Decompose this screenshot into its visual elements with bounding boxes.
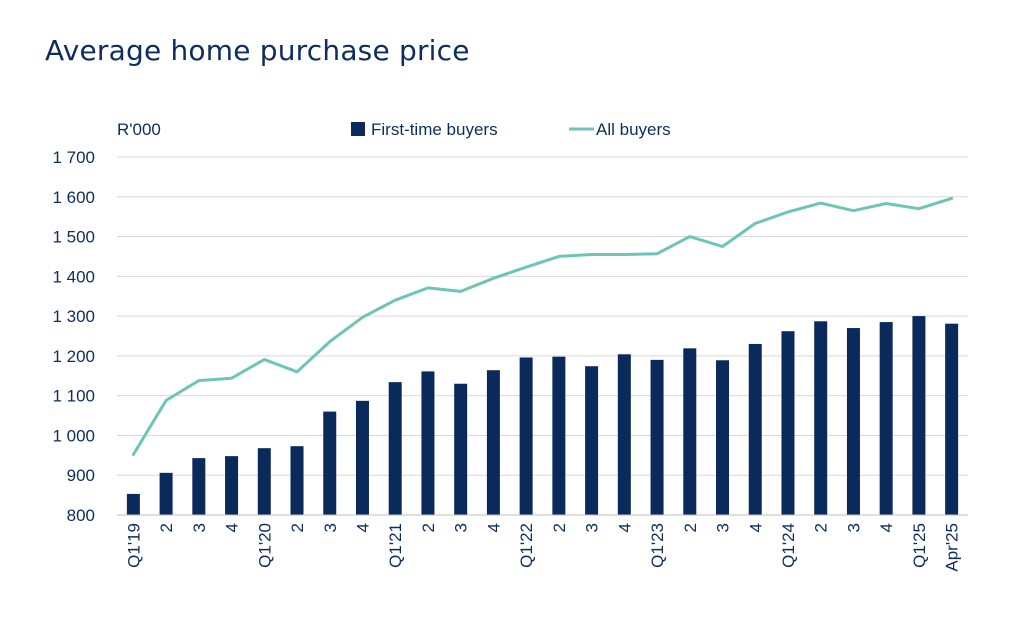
y-tick-label: 1 100: [52, 387, 95, 406]
bar: [781, 331, 795, 515]
x-tick-label: 2: [550, 523, 569, 532]
x-tick-label: 2: [157, 523, 176, 532]
x-tick-label: 2: [681, 523, 700, 532]
y-tick-label: 800: [67, 506, 95, 525]
bar: [355, 400, 369, 515]
x-tick-label: 3: [190, 523, 209, 532]
y-tick-label: 1 500: [52, 228, 95, 247]
x-tick-label: 3: [452, 523, 471, 532]
legend-label-first-time-buyers: First-time buyers: [371, 120, 498, 139]
bar: [126, 493, 140, 515]
y-tick-label: 1 400: [52, 267, 95, 286]
bar: [388, 382, 402, 515]
bar: [192, 458, 206, 515]
bar: [486, 370, 500, 515]
x-tick-label: Q1'23: [648, 523, 667, 568]
x-tick-label: Q1'20: [255, 523, 274, 568]
x-tick-label: Q1'25: [910, 523, 929, 568]
x-tick-label: 4: [353, 523, 372, 532]
x-tick-label: 2: [419, 523, 438, 532]
x-tick-label: 4: [877, 523, 896, 532]
y-tick-label: 1 000: [52, 426, 95, 445]
line-all-buyers: [131, 196, 954, 456]
y-tick-label: 900: [67, 466, 95, 485]
x-tick-label: 4: [615, 523, 634, 532]
bar: [323, 411, 337, 515]
bar: [846, 328, 860, 515]
x-tick-label: 4: [223, 523, 242, 532]
line-series: [131, 196, 954, 456]
axes: 800 900 1 000 1 100 1 200 1 300 1 400 1 500 1 60…: [52, 148, 968, 572]
x-tick-label: Q1'22: [517, 523, 536, 568]
bar: [617, 354, 631, 515]
bar: [650, 359, 664, 515]
bar: [519, 357, 533, 515]
bar: [290, 446, 304, 515]
bar: [225, 456, 239, 515]
legend-label-all-buyers: All buyers: [596, 120, 671, 139]
x-tick-label: Q1'24: [779, 523, 798, 568]
bar: [257, 448, 271, 515]
x-tick-label: 2: [812, 523, 831, 532]
bar: [748, 343, 762, 515]
bar: [879, 322, 893, 515]
x-tick-label: 2: [288, 523, 307, 532]
bar: [683, 348, 697, 515]
bar: [552, 356, 566, 515]
y-axis-unit-label: R'000: [117, 120, 161, 139]
y-tick-label: 1 700: [52, 148, 95, 167]
bar: [814, 321, 828, 515]
x-tick-label: Q1'21: [386, 523, 405, 568]
bar: [912, 316, 926, 515]
bar: [585, 366, 599, 515]
x-tick-label: 3: [321, 523, 340, 532]
bar: [454, 383, 468, 515]
x-tick-label: 3: [714, 523, 733, 532]
legend-swatch-first-time-buyers: [351, 122, 365, 136]
x-tick-label: Apr'25: [943, 523, 962, 572]
x-tick-label: 4: [484, 523, 503, 532]
y-tick-label: 1 200: [52, 347, 95, 366]
x-tick-label: 4: [746, 523, 765, 532]
chart-title: Average home purchase price: [45, 34, 470, 67]
bar: [159, 472, 173, 515]
y-tick-label: 1 300: [52, 307, 95, 326]
x-tick-label: Q1'19: [124, 523, 143, 568]
bar: [945, 323, 959, 515]
x-tick-label: 3: [583, 523, 602, 532]
y-tick-label: 1 600: [52, 188, 95, 207]
bar: [421, 371, 435, 515]
grid-lines: [117, 156, 968, 476]
x-tick-label: 3: [844, 523, 863, 532]
bar: [716, 360, 730, 515]
legend: First-time buyers All buyers: [351, 120, 671, 139]
bar-series: [126, 316, 959, 515]
